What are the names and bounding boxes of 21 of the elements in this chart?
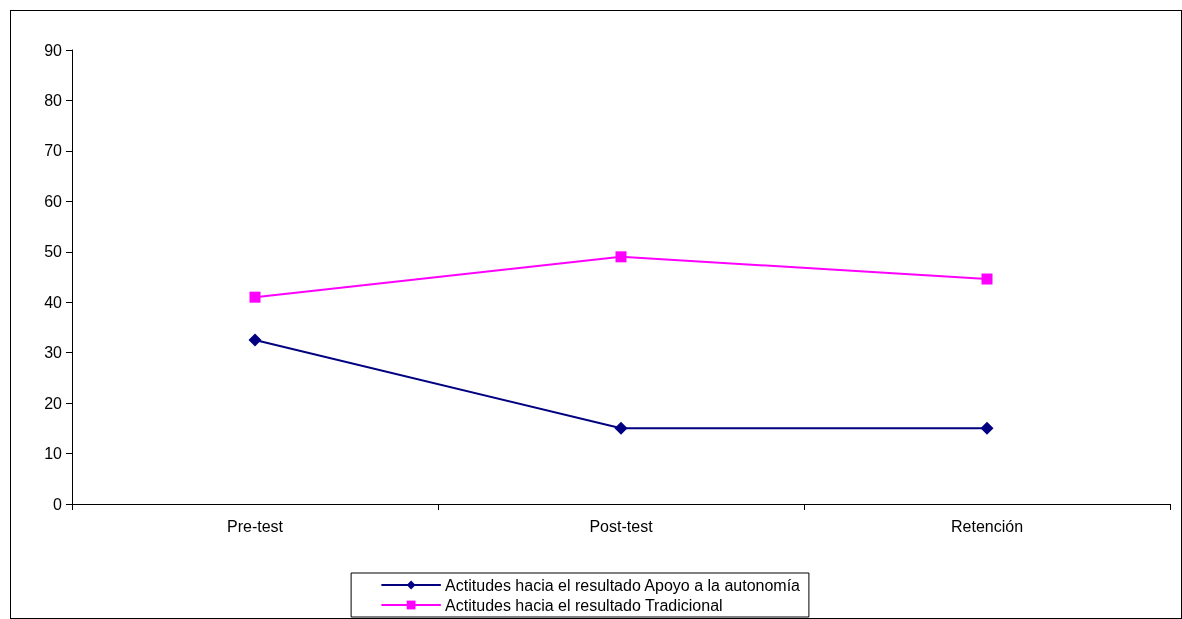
- point: [615, 251, 627, 263]
- x-tick-label: Retención: [950, 517, 1024, 535]
- y-tick-label: 90: [44, 41, 63, 59]
- y-tick-label: 60: [44, 192, 63, 210]
- point: [981, 273, 993, 285]
- point: [249, 291, 261, 303]
- x-tick-label: Post-test: [589, 517, 654, 535]
- y-tick-label: 0: [53, 495, 63, 513]
- y-tick-label: 70: [44, 142, 63, 160]
- legend-label: Actitudes hacia el resultado Apoyo a la autonomía: [445, 576, 801, 594]
- point: [980, 421, 994, 435]
- point: [248, 333, 262, 347]
- point: [614, 421, 628, 435]
- y-tick-label: 20: [44, 394, 63, 412]
- x-tick-label: Pre-test: [226, 517, 284, 535]
- legend-label: Actitudes hacia el resultado Tradicional: [445, 596, 723, 614]
- y-tick-label: 80: [44, 91, 63, 109]
- y-tick-label: 40: [44, 293, 63, 311]
- y-tick-label: 50: [44, 243, 63, 261]
- y-tick-label: 30: [44, 344, 63, 362]
- y-tick-label: 10: [44, 445, 63, 463]
